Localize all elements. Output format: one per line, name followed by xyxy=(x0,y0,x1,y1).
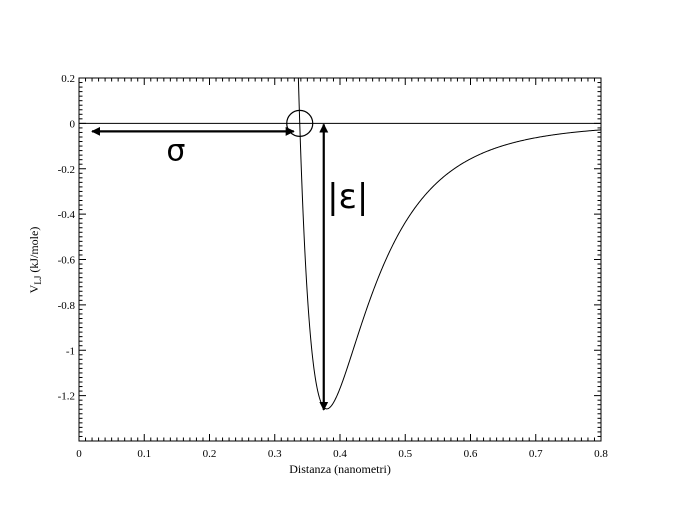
axis-ticks xyxy=(78,77,602,442)
potential-curve xyxy=(297,78,601,410)
y-tick-label: -1 xyxy=(66,345,75,357)
x-tick-label: 0.3 xyxy=(268,448,282,460)
y-tick-label: -0.6 xyxy=(58,255,76,267)
y-axis-title-unit: (kJ/mole) xyxy=(27,227,41,276)
y-tick-label: -0.8 xyxy=(58,300,76,312)
x-tick-label: 0.7 xyxy=(529,448,543,460)
epsilon-label: |ε| xyxy=(327,177,368,217)
sigma-label: σ xyxy=(166,133,185,168)
x-tick-label: 0.8 xyxy=(594,448,608,460)
y-tick-label: -0.4 xyxy=(58,209,76,221)
x-tick-label: 0 xyxy=(76,448,82,460)
x-tick-label: 0.4 xyxy=(333,448,347,460)
plot-frame xyxy=(78,77,602,442)
axis-tick-labels: 0 0.1 0.2 0.3 0.4 0.5 0.6 0.7 0.8 0.2 0 -0.2 -0.4 -0.… xyxy=(58,73,609,460)
y-tick-label: -1.2 xyxy=(58,391,75,403)
x-tick-label: 0.2 xyxy=(203,448,217,460)
y-tick-label: 0 xyxy=(70,118,76,130)
y-axis-title-main: V xyxy=(27,284,41,293)
x-tick-label: 0.6 xyxy=(464,448,478,460)
x-tick-label: 0.5 xyxy=(398,448,412,460)
y-axis-title: VLJ (kJ/mole) xyxy=(27,227,43,294)
sigma-crossing-circle xyxy=(286,109,314,137)
x-axis-title: Distanza (nanometri) xyxy=(289,462,391,476)
y-axis-title-subscript: LJ xyxy=(33,275,43,284)
y-tick-label: 0.2 xyxy=(61,73,75,85)
x-tick-label: 0.1 xyxy=(137,448,151,460)
y-tick-label: -0.2 xyxy=(58,164,75,176)
